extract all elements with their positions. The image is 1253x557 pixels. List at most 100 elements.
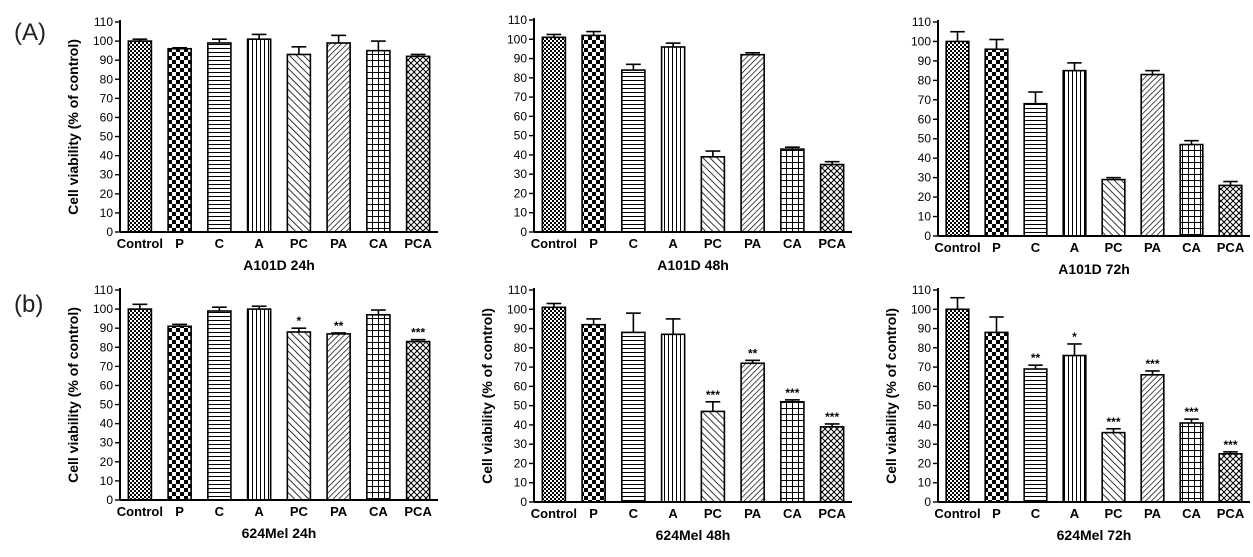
significance-marker: ** bbox=[748, 346, 758, 360]
bar-c bbox=[621, 331, 646, 503]
bar-a bbox=[1062, 69, 1087, 237]
y-tick-label: 20 bbox=[100, 187, 114, 201]
category-label: PCA bbox=[818, 236, 846, 251]
bar-pca bbox=[1218, 453, 1243, 503]
y-tick-label: 80 bbox=[918, 341, 932, 355]
bar-ca bbox=[1179, 422, 1204, 503]
y-tick-label: 90 bbox=[514, 322, 528, 336]
chart-title: 624Mel 24h bbox=[242, 525, 317, 541]
category-label: CA bbox=[369, 236, 388, 251]
category-label: P bbox=[589, 506, 598, 521]
category-label: A bbox=[668, 506, 678, 521]
significance-marker: *** bbox=[785, 386, 799, 400]
category-label: PA bbox=[1144, 240, 1162, 255]
y-tick-label: 80 bbox=[514, 341, 528, 355]
category-label: CA bbox=[783, 236, 802, 251]
y-tick-label: 80 bbox=[514, 71, 528, 85]
bar-a bbox=[660, 46, 686, 233]
y-tick-label: 90 bbox=[100, 53, 114, 67]
y-tick-label: 110 bbox=[508, 283, 527, 297]
bar-c bbox=[1023, 368, 1048, 503]
bar-ca bbox=[366, 314, 391, 501]
y-tick-label: 20 bbox=[100, 455, 114, 469]
y-tick-label: 40 bbox=[918, 418, 932, 432]
bar-pc bbox=[286, 53, 312, 233]
y-tick-label: 60 bbox=[100, 378, 114, 392]
bar-a bbox=[246, 308, 272, 501]
category-label: A bbox=[254, 504, 264, 519]
y-tick-label: 40 bbox=[100, 417, 114, 431]
category-label: PCA bbox=[1217, 240, 1245, 255]
category-label: CA bbox=[369, 504, 388, 519]
category-label: PCA bbox=[1217, 506, 1245, 521]
y-tick-label: 60 bbox=[918, 379, 932, 393]
significance-marker: *** bbox=[706, 388, 720, 402]
bar-pca bbox=[405, 340, 431, 501]
y-tick-label: 100 bbox=[911, 302, 931, 316]
category-label: P bbox=[992, 240, 1001, 255]
category-label: P bbox=[175, 236, 184, 251]
y-tick-label: 10 bbox=[100, 474, 114, 488]
chart-6: 0 10 20 30 40 50 60 70 80 90 100 110 Control P ** C * A **… bbox=[883, 283, 1250, 543]
bar-pca bbox=[405, 55, 431, 233]
bar-pa bbox=[1140, 373, 1165, 503]
bar-a bbox=[1062, 354, 1087, 503]
significance-marker: *** bbox=[411, 326, 425, 340]
y-tick-label: 20 bbox=[514, 186, 528, 200]
bar-p bbox=[581, 34, 606, 233]
significance-marker: *** bbox=[1145, 357, 1159, 371]
bar-c bbox=[1023, 102, 1048, 237]
y-tick-label: 0 bbox=[520, 225, 527, 239]
category-label: PC bbox=[704, 236, 723, 251]
bar-pc bbox=[700, 410, 726, 503]
bar-c bbox=[207, 42, 232, 233]
bar-p bbox=[984, 48, 1009, 237]
y-tick-label: 50 bbox=[514, 129, 528, 143]
category-label: PC bbox=[704, 506, 723, 521]
chart-title: A101D 24h bbox=[243, 257, 315, 273]
bar-pca bbox=[819, 426, 845, 503]
y-tick-label: 70 bbox=[100, 91, 114, 105]
bar-pc bbox=[1101, 178, 1126, 237]
y-tick-label: 50 bbox=[100, 398, 114, 412]
y-tick-label: 50 bbox=[100, 130, 114, 144]
bar-p bbox=[167, 325, 192, 501]
bar-control bbox=[541, 36, 567, 233]
significance-marker: *** bbox=[1223, 438, 1237, 452]
y-tick-label: 30 bbox=[918, 437, 932, 451]
y-tick-label: 30 bbox=[100, 436, 114, 450]
y-tick-label: 0 bbox=[924, 229, 931, 243]
category-label: PC bbox=[290, 504, 309, 519]
category-label: A bbox=[1070, 506, 1080, 521]
bar-p bbox=[984, 331, 1009, 503]
category-label: PCA bbox=[404, 504, 432, 519]
bar-control bbox=[945, 40, 970, 237]
y-tick-label: 40 bbox=[514, 148, 528, 162]
category-label: A bbox=[1070, 240, 1080, 255]
significance-marker: * bbox=[297, 314, 302, 328]
y-tick-label: 80 bbox=[100, 340, 114, 354]
bar-pc bbox=[1101, 431, 1126, 503]
bar-pc bbox=[286, 331, 312, 501]
chart-title: A101D 48h bbox=[657, 257, 729, 273]
y-axis-label: Cell viability (% of control) bbox=[479, 308, 495, 484]
bar-pc bbox=[700, 156, 726, 233]
y-tick-label: 100 bbox=[93, 34, 113, 48]
panel-label-b: (b) bbox=[14, 291, 43, 318]
category-label: PC bbox=[1104, 506, 1123, 521]
y-tick-label: 100 bbox=[507, 302, 527, 316]
y-tick-label: 70 bbox=[918, 360, 932, 374]
y-tick-label: 60 bbox=[514, 109, 528, 123]
category-label: PC bbox=[290, 236, 309, 251]
y-axis-label: Cell viability (% of control) bbox=[65, 307, 81, 483]
bar-c bbox=[207, 310, 232, 501]
category-label: Control bbox=[531, 236, 577, 251]
y-tick-label: 100 bbox=[507, 32, 527, 46]
significance-marker: *** bbox=[1184, 405, 1198, 419]
category-label: PA bbox=[744, 236, 762, 251]
bar-pa bbox=[326, 42, 351, 233]
significance-marker: ** bbox=[334, 319, 344, 333]
bar-c bbox=[621, 69, 646, 233]
